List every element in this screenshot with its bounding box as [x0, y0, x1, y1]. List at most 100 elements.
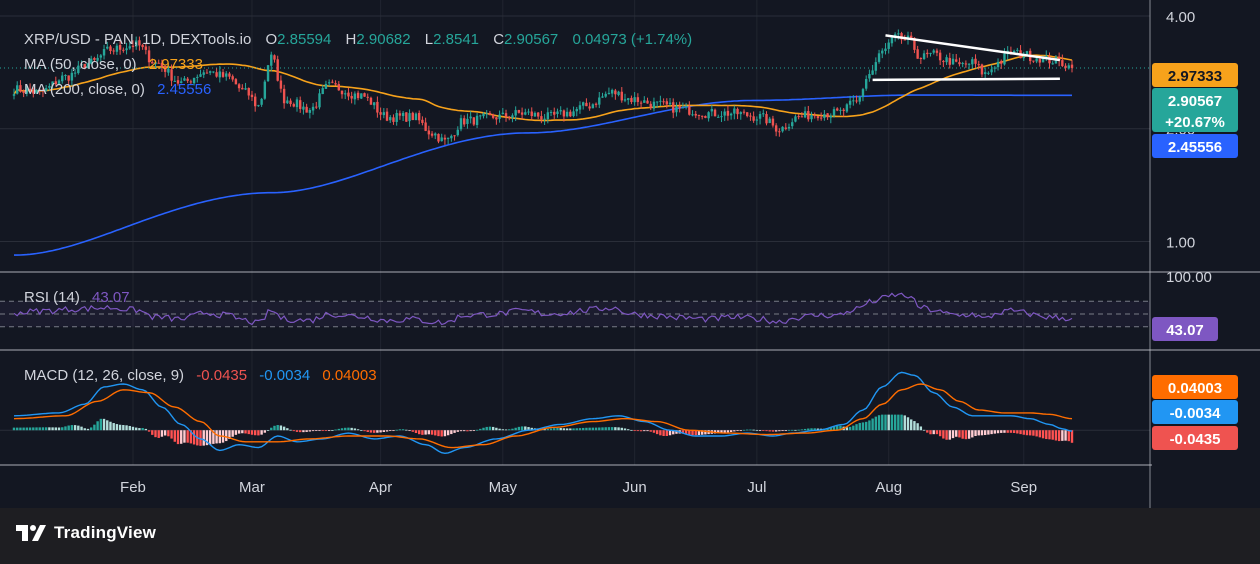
- macd-histogram-bar: [141, 428, 144, 431]
- macd-histogram-bar: [128, 425, 131, 431]
- signal-badge-text: 0.04003: [1168, 380, 1222, 397]
- candle-body: [511, 115, 514, 118]
- ma200-legend[interactable]: MA (200, close, 0) 2.45556: [24, 81, 211, 98]
- macd-histogram-bar: [1032, 430, 1035, 436]
- macd-histogram-bar: [527, 427, 530, 431]
- candle-body: [427, 130, 431, 135]
- candle-body: [270, 54, 273, 66]
- candle-body: [655, 101, 659, 103]
- macd-histogram-bar: [807, 428, 810, 431]
- macd-histogram-bar: [906, 417, 910, 431]
- macd-histogram-bar: [504, 429, 508, 431]
- candle-body: [495, 117, 498, 120]
- macd-histogram-bar: [987, 430, 990, 435]
- macd-signal-line: [13, 383, 1073, 449]
- candle-body: [607, 92, 611, 95]
- candle-body: [813, 115, 816, 117]
- ma50-legend[interactable]: MA (50, close, 0) 2.97333: [24, 56, 203, 73]
- candle-body: [54, 81, 58, 85]
- macd-histogram-bar: [125, 425, 128, 431]
- main-price-pane[interactable]: [0, 29, 1150, 256]
- candle-body: [874, 62, 878, 71]
- macd-histogram-bar: [192, 430, 196, 445]
- macd-histogram-bar: [852, 425, 855, 431]
- candle-body: [955, 59, 958, 62]
- macd-histogram-bar: [913, 421, 916, 431]
- macd-histogram-bar: [659, 430, 662, 436]
- candle-body: [771, 118, 775, 126]
- macd-histogram-bar: [430, 430, 434, 435]
- macd-histogram-bar: [234, 430, 238, 435]
- macd-histogram-bar: [485, 426, 488, 431]
- candle-body: [688, 106, 691, 115]
- macd-histogram-bar: [183, 430, 186, 443]
- candle-body: [263, 81, 267, 99]
- macd-histogram-bar: [996, 430, 1000, 434]
- candle-body: [1038, 59, 1042, 63]
- macd-legend[interactable]: MACD (12, 26, close, 9) -0.0435 -0.0034 …: [24, 367, 377, 384]
- candle-body: [845, 104, 849, 112]
- candle-body: [839, 109, 842, 111]
- candle-body: [881, 50, 884, 54]
- macd-line-value: -0.0034: [259, 367, 310, 384]
- candle-body: [848, 100, 852, 105]
- candle-body: [672, 102, 675, 113]
- macd-histogram-bar: [321, 430, 324, 432]
- macd-histogram-bar: [581, 427, 585, 431]
- tradingview-logo[interactable]: TradingView: [14, 522, 156, 544]
- macd-histogram-bar: [61, 427, 64, 431]
- last-price-badge-text: 2.90567: [1168, 93, 1222, 110]
- macd-histogram-bar: [1041, 430, 1045, 439]
- macd-histogram-bar: [208, 430, 212, 445]
- macd-histogram-bar: [77, 425, 80, 431]
- macd-histogram-bar: [28, 427, 32, 431]
- macd-histogram-bar: [96, 421, 99, 431]
- macd-histogram-bar: [395, 429, 398, 431]
- macd-histogram-bar: [266, 430, 270, 432]
- candle-body: [141, 44, 144, 48]
- macd-histogram-bar: [729, 430, 733, 432]
- macd-histogram-bar: [591, 427, 595, 431]
- macd-histogram-bar: [932, 430, 935, 435]
- macd-histogram-bar: [964, 430, 968, 440]
- candle-body: [479, 115, 482, 117]
- candle-body: [681, 107, 685, 109]
- candle-body: [569, 111, 572, 117]
- candle-body: [337, 84, 340, 91]
- ma50-legend-label: MA (50, close, 0): [24, 56, 137, 73]
- candle-body: [135, 40, 138, 47]
- macd-histogram-bar: [945, 430, 948, 440]
- macd-histogram-bar: [1061, 430, 1064, 441]
- rsi-legend[interactable]: RSI (14) 43.07: [24, 289, 130, 306]
- candle-body: [93, 58, 96, 60]
- macd-histogram-bar: [652, 430, 656, 433]
- macd-histogram-bar: [514, 427, 517, 431]
- macd-histogram-bar: [1045, 430, 1048, 440]
- macd-histogram-bar: [106, 420, 109, 431]
- candle-body: [176, 80, 180, 84]
- candle-body: [215, 72, 218, 77]
- candle-body: [430, 133, 434, 136]
- candle-body: [405, 112, 408, 122]
- macd-histogram-bar: [54, 427, 58, 431]
- macd-histogram-bar: [858, 422, 861, 431]
- candle-body: [385, 111, 389, 121]
- candle-body: [810, 115, 813, 120]
- macd-pane[interactable]: [0, 371, 1150, 455]
- rsi-pane[interactable]: [0, 292, 1150, 328]
- high-key: H: [346, 31, 357, 48]
- macd-histogram-bar: [434, 430, 437, 436]
- candle-body: [115, 45, 119, 52]
- macd-histogram-bar: [868, 420, 871, 431]
- candle-body: [183, 78, 186, 81]
- symbol-label[interactable]: XRP/USD - PAN, 1D, DEXTools.io: [24, 31, 251, 48]
- candle-body: [202, 72, 205, 75]
- candle-body: [797, 116, 800, 118]
- candle-body: [546, 112, 550, 120]
- candle-body: [196, 76, 199, 78]
- candle-body: [762, 113, 765, 115]
- macd-signal-badge: 0.04003: [1152, 375, 1238, 399]
- candle-body: [665, 101, 669, 105]
- candle-body: [945, 57, 948, 63]
